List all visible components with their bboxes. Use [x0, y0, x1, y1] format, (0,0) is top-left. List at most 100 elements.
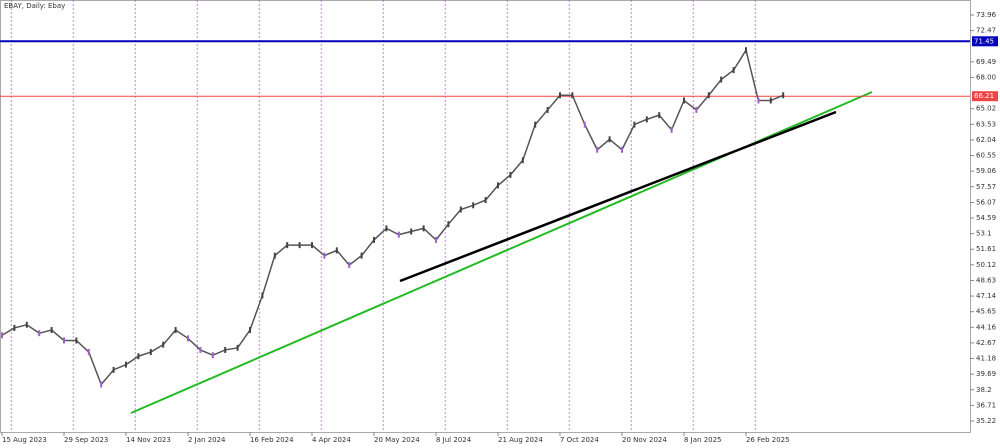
chart-title: EBAY, Daily: Ebay [4, 2, 65, 10]
x-tick-label: 16 Feb 2024 [250, 436, 294, 444]
x-tick-label: 14 Nov 2023 [126, 436, 171, 444]
price-bar [546, 106, 549, 113]
price-bar [683, 97, 685, 104]
y-tick-label: 59.06 [976, 167, 997, 175]
price-bar [311, 242, 313, 249]
y-tick-label: 47.14 [976, 292, 997, 300]
price-bar [211, 352, 214, 359]
price-bar [472, 202, 475, 209]
price-bar [335, 247, 338, 254]
price-bar [50, 327, 53, 334]
plot-frame [0, 0, 971, 433]
price-line [1, 48, 784, 386]
y-tick-label: 60.55 [976, 152, 996, 160]
y-tick-label: 56.07 [976, 198, 996, 206]
price-bar [608, 136, 611, 143]
price-bar [174, 327, 177, 334]
x-tick-label: 4 Apr 2024 [312, 436, 351, 444]
y-tick-label: 48.63 [976, 276, 996, 284]
price-bar [112, 366, 115, 373]
level-label: 66.21 [974, 92, 994, 100]
y-tick-label: 51.61 [976, 245, 996, 253]
price-bar [286, 242, 289, 249]
price-bar [199, 346, 202, 353]
price-bar [645, 116, 648, 123]
price-bar [38, 330, 41, 337]
x-tick-label: 8 Jan 2025 [684, 436, 722, 444]
x-tick-label: 29 Sep 2023 [64, 436, 108, 444]
y-tick-label: 73.96 [976, 11, 997, 19]
price-bar [720, 76, 723, 83]
x-tick-label: 26 Feb 2025 [746, 436, 790, 444]
price-bar [782, 92, 785, 99]
price-bar [497, 182, 499, 189]
y-tick-label: 35.22 [976, 417, 996, 425]
y-tick-label: 41.18 [976, 355, 996, 363]
price-bar [87, 349, 90, 356]
x-tick-label: 2 Jan 2024 [188, 436, 226, 444]
price-bar [360, 252, 363, 259]
y-tick-label: 72.47 [976, 27, 996, 35]
price-bar [187, 335, 189, 342]
price-bar [385, 225, 388, 232]
price-bar [596, 146, 599, 153]
price-bar [1, 332, 3, 339]
trendline [399, 110, 837, 283]
price-bar [323, 252, 326, 259]
price-bar [348, 262, 351, 269]
y-tick-label: 42.67 [976, 339, 996, 347]
y-tick-label: 54.59 [976, 214, 996, 222]
price-bar [25, 321, 28, 328]
price-bar [732, 67, 735, 74]
price-bar [100, 381, 103, 388]
level-label-bg [972, 36, 998, 47]
price-bar [13, 324, 16, 331]
y-tick-label: 38.2 [976, 386, 992, 394]
price-bar [707, 92, 710, 99]
price-bar [621, 146, 623, 153]
price-bar [236, 344, 239, 351]
level-label: 71.45 [974, 37, 994, 45]
x-tick-label: 20 Nov 2024 [622, 436, 667, 444]
price-bar [298, 242, 301, 249]
price-bar [583, 121, 586, 128]
price-bar [534, 121, 537, 128]
x-tick-label: 15 Aug 2023 [2, 436, 47, 444]
price-bar [559, 92, 561, 99]
price-bar [224, 346, 227, 353]
y-tick-label: 65.02 [976, 105, 996, 113]
price-bar [745, 47, 747, 54]
price-bar [757, 97, 760, 104]
y-tick-label: 50.12 [976, 261, 996, 269]
price-bar [521, 157, 524, 164]
price-bar [149, 349, 152, 356]
price-bar [422, 225, 425, 232]
x-tick-label: 7 Oct 2024 [560, 436, 599, 444]
price-bar [658, 112, 661, 119]
price-bar [435, 236, 437, 243]
price-bar [571, 92, 574, 99]
y-tick-label: 36.71 [976, 401, 996, 409]
y-tick-label: 53.1 [976, 230, 992, 238]
price-bar [484, 197, 487, 204]
price-bar [397, 231, 400, 238]
y-tick-label: 57.57 [976, 183, 996, 191]
y-tick-label: 62.04 [976, 136, 997, 144]
price-bar [769, 97, 772, 104]
price-bar [695, 106, 698, 113]
y-tick-label: 45.65 [976, 308, 996, 316]
y-tick-label: 63.53 [976, 120, 996, 128]
x-tick-label: 20 May 2024 [374, 436, 420, 444]
price-bar [249, 327, 251, 334]
price-bar [137, 353, 140, 360]
x-tick-label: 8 Jul 2024 [436, 436, 472, 444]
level-label-bg [972, 91, 998, 102]
price-bar [63, 337, 65, 344]
price-bar [162, 341, 165, 348]
price-bar [447, 221, 450, 228]
price-bar [125, 361, 127, 368]
y-tick-label: 68.00 [976, 73, 996, 81]
price-bar [410, 228, 413, 235]
price-bar [670, 126, 673, 133]
